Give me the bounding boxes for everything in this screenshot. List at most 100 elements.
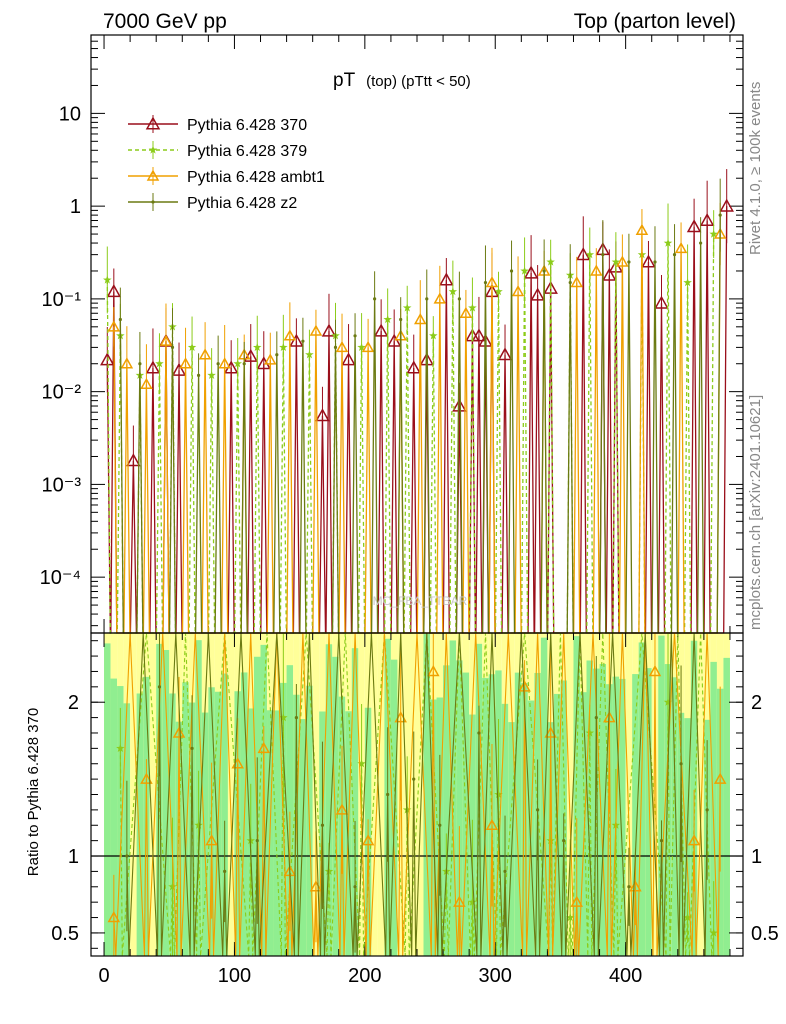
data-point-pythia_z2 xyxy=(275,353,279,357)
legend: Pythia 6.428 370 Pythia 6.428 379 Pythia 6… xyxy=(128,115,325,212)
x-tick-label: 100 xyxy=(218,965,251,987)
ratio-band-green xyxy=(521,682,528,956)
data-point-pythia_370 xyxy=(289,333,304,347)
data-point-pythia_370 xyxy=(719,198,734,212)
data-point-pythia_z2 xyxy=(509,269,514,273)
header-left: 7000 GeV pp xyxy=(103,10,227,33)
ratio-point-pythia_ambt1 xyxy=(570,895,584,907)
data-point-pythia_379 xyxy=(683,278,692,287)
data-point-pythia_ambt1 xyxy=(674,241,688,254)
data-point-pythia_370 xyxy=(686,219,702,233)
ratio-band-green xyxy=(221,673,228,956)
data-point-pythia_z2 xyxy=(627,260,631,264)
ratio-point-pythia_ambt1 xyxy=(257,741,271,754)
data-point-pythia_ambt1 xyxy=(485,276,499,288)
ratio-band-green xyxy=(201,712,209,956)
data-point-pythia_379 xyxy=(429,331,438,340)
data-point-pythia_379 xyxy=(709,229,718,238)
ratio-band-green xyxy=(658,635,665,956)
ratio-point-pythia_z2 xyxy=(503,869,507,874)
ratio-point-pythia_z2 xyxy=(627,885,631,889)
ratio-point-pythia_379 xyxy=(663,697,673,706)
ratio-band-green xyxy=(182,682,189,956)
data-point-pythia_z2 xyxy=(653,260,657,264)
ratio-y-tick-label-right: 2 xyxy=(751,692,762,714)
ratio-band-green xyxy=(175,721,183,956)
data-point-pythia_370 xyxy=(256,356,272,370)
data-point-pythia_370 xyxy=(315,408,330,422)
x-tick-label: 400 xyxy=(609,965,642,987)
ratio-point-pythia_z2 xyxy=(594,715,598,720)
legend-marker-pythia_ambt1 xyxy=(146,169,160,181)
data-point-pythia_ambt1 xyxy=(361,340,375,353)
ratio-point-pythia_379 xyxy=(279,713,288,722)
data-point-pythia_ambt1 xyxy=(283,329,297,341)
legend-label-pythia_ambt1: Pythia 6.428 ambt1 xyxy=(187,169,325,186)
data-point-pythia_379 xyxy=(233,359,242,368)
data-point-pythia_370 xyxy=(171,362,187,376)
ratio-point-pythia_ambt1 xyxy=(453,895,466,907)
ratio-band-yellow xyxy=(149,633,157,956)
ratio-band-green xyxy=(443,665,450,956)
ratio-band-green xyxy=(632,674,639,956)
ratio-point-pythia_ambt1 xyxy=(544,726,557,738)
ratio-point-pythia_z2 xyxy=(536,808,540,812)
data-point-pythia_370 xyxy=(699,212,715,227)
data-point-pythia_z2 xyxy=(170,345,175,349)
data-point-pythia_ambt1 xyxy=(433,292,447,304)
data-point-pythia_z2 xyxy=(718,213,722,217)
data-point-pythia_ambt1 xyxy=(335,340,349,353)
ratio-point-pythia_z2 xyxy=(294,715,298,720)
legend-label-pythia_379: Pythia 6.428 379 xyxy=(187,143,307,160)
ratio-point-pythia_379 xyxy=(709,928,718,937)
data-point-pythia_379 xyxy=(207,370,216,379)
ratio-point-pythia_z2 xyxy=(386,792,390,797)
ratio-point-pythia_379 xyxy=(246,836,255,845)
data-point-pythia_z2 xyxy=(457,297,461,301)
data-point-pythia_379 xyxy=(187,342,197,351)
header-right: Top (parton level) xyxy=(574,10,736,33)
ratio-band-green xyxy=(117,686,124,956)
data-point-pythia_370 xyxy=(321,323,337,337)
ratio-band-green xyxy=(423,633,431,956)
ratio-point-pythia_379 xyxy=(168,882,177,891)
ratio-band-green xyxy=(449,640,457,956)
ratio-point-pythia_ambt1 xyxy=(518,680,531,692)
watermark: MC_FBA_TTBAR xyxy=(373,594,468,608)
data-point-pythia_ambt1 xyxy=(570,276,584,288)
ratio-y-tick-label: 0.5 xyxy=(51,923,79,945)
ratio-point-pythia_ambt1 xyxy=(427,664,440,677)
data-point-pythia_z2 xyxy=(196,373,201,377)
data-point-pythia_z2 xyxy=(138,362,142,366)
ratio-band-green xyxy=(514,672,522,956)
ratio-band-green xyxy=(325,644,333,956)
data-point-pythia_370 xyxy=(530,287,545,301)
data-point-pythia_370 xyxy=(575,247,591,261)
ratio-band-green xyxy=(586,660,594,956)
mcplots-label: mcplots.cern.ch [arXiv:2401.10621] xyxy=(747,395,764,630)
data-point-pythia_379 xyxy=(305,350,314,359)
ratio-frame xyxy=(90,632,744,957)
data-point-pythia_370 xyxy=(641,254,656,268)
ratio-point-pythia_ambt1 xyxy=(629,880,642,892)
ratio-y-tick-label: 2 xyxy=(68,692,79,714)
ratio-band-yellow xyxy=(625,633,633,956)
data-point-pythia_370 xyxy=(523,265,539,279)
data-point-pythia_370 xyxy=(602,267,617,281)
x-tick-label: 0 xyxy=(98,965,109,987)
data-point-pythia_370 xyxy=(341,352,356,366)
ratio-point-pythia_ambt1 xyxy=(205,834,218,846)
data-point-pythia_379 xyxy=(546,257,555,266)
ratio-band-green xyxy=(475,643,483,956)
data-point-pythia_ambt1 xyxy=(511,285,525,297)
ratio-band-green xyxy=(671,677,678,956)
ratio-y-tick-label: 1 xyxy=(68,846,79,868)
ratio-point-pythia_z2 xyxy=(705,808,709,812)
ratio-band-green xyxy=(104,643,111,956)
ratio-point-pythia_z2 xyxy=(412,777,416,781)
ratio-band-yellow xyxy=(130,633,137,956)
ratio-band-green xyxy=(390,659,398,956)
data-point-pythia_z2 xyxy=(353,334,357,338)
ratio-point-pythia_ambt1 xyxy=(140,772,153,784)
ratio-band-yellow xyxy=(227,633,235,956)
